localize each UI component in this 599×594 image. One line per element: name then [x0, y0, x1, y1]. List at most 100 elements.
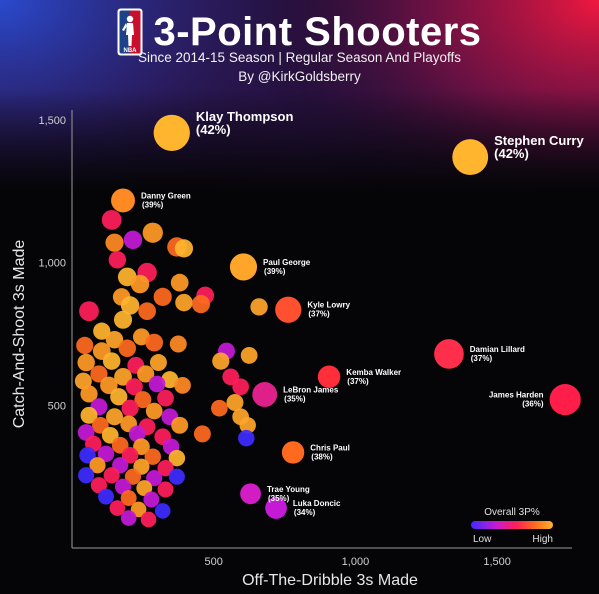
player-name-label: LeBron James — [283, 385, 339, 394]
player-bubble-labeled — [153, 114, 190, 151]
player-bubble — [239, 417, 256, 434]
player-bubble-labeled — [317, 365, 341, 389]
player-bubble — [90, 477, 108, 494]
player-bubble — [161, 371, 179, 389]
y-tick-label: 1,000 — [38, 258, 66, 270]
player-bubble — [157, 389, 174, 407]
player-bubble — [157, 481, 174, 498]
player-bubble-labeled — [240, 483, 261, 505]
subtitle: Since 2014-15 Season | Regular Season An… — [138, 50, 461, 65]
player-bubble-labeled — [275, 296, 302, 323]
player-bubble-labeled — [252, 382, 278, 407]
legend-color-bar — [471, 521, 553, 529]
player-name-label: Kyle Lowry — [307, 301, 350, 310]
player-bubble — [171, 416, 189, 434]
player-bubble — [138, 302, 156, 321]
player-bubble-labeled — [549, 384, 581, 416]
player-bubble — [137, 365, 155, 383]
player-bubble — [89, 457, 106, 474]
legend-low-label: Low — [473, 534, 492, 545]
nba-logo-right — [130, 10, 141, 54]
player-bubble — [175, 293, 193, 312]
player-bubble-labeled — [229, 253, 258, 281]
player-pct-label: (39%) — [142, 200, 164, 209]
x-tick-label: 1,500 — [483, 556, 511, 568]
player-bubble-labeled — [434, 339, 464, 369]
player-pct-label: (42%) — [494, 146, 529, 161]
player-bubble — [120, 296, 140, 315]
player-bubble — [120, 490, 137, 507]
player-bubble — [121, 399, 139, 417]
player-bubble — [100, 376, 118, 395]
player-labels: Klay Thompson(42%)Stephen Curry(42%)Dann… — [141, 109, 584, 517]
player-name-label: Chris Paul — [310, 443, 350, 452]
player-bubble — [134, 391, 152, 409]
player-bubble — [113, 310, 133, 329]
player-bubble — [77, 353, 95, 372]
page-title: 3-Point Shooters — [153, 9, 482, 54]
player-bubble — [143, 491, 160, 508]
player-bubble — [145, 402, 163, 420]
player-bubble — [170, 273, 189, 292]
player-bubble — [211, 399, 228, 417]
player-pct-label: (38%) — [311, 452, 333, 461]
player-bubble — [76, 336, 94, 355]
player-name-label: Damian Lillard — [470, 345, 525, 354]
player-bubble — [142, 222, 163, 243]
player-bubble — [212, 352, 230, 370]
player-bubble — [114, 367, 132, 386]
player-bubble — [168, 468, 185, 485]
player-bubble — [153, 287, 172, 307]
legend: Overall 3P% Low High — [471, 507, 553, 545]
player-bubble — [149, 354, 167, 372]
x-tick-label: 500 — [205, 556, 223, 568]
player-bubble — [146, 470, 163, 487]
player-bubble — [193, 425, 211, 443]
player-bubble — [103, 467, 120, 484]
player-pct-label: (42%) — [196, 122, 231, 137]
player-bubble-labeled — [111, 188, 135, 213]
player-bubble — [101, 209, 122, 230]
player-bubble — [106, 408, 123, 426]
player-bubble — [144, 448, 161, 465]
player-bubble — [240, 346, 258, 364]
player-bubble — [124, 468, 142, 485]
player-bubble — [105, 233, 124, 252]
player-pct-label: (39%) — [264, 267, 286, 276]
player-bubble — [191, 294, 211, 314]
player-pct-label: (35%) — [268, 494, 290, 503]
player-name-label: Danny Green — [141, 191, 191, 200]
player-bubble-labeled — [281, 441, 305, 464]
player-bubble — [250, 298, 268, 316]
player-bubble — [80, 406, 98, 424]
player-name-label: Luka Doncic — [293, 499, 341, 508]
player-bubble — [79, 447, 96, 464]
player-name-label: James Harden — [489, 391, 544, 400]
player-pct-label: (36%) — [522, 400, 544, 409]
player-bubble — [130, 274, 150, 294]
legend-high-label: High — [532, 534, 553, 545]
player-bubble — [118, 339, 136, 357]
nba-logo-text: NBA — [124, 48, 138, 54]
player-name-label: Stephen Curry — [494, 133, 584, 148]
player-name-label: Paul George — [263, 258, 311, 267]
player-bubble — [168, 449, 186, 467]
player-bubble — [128, 425, 146, 443]
player-bubble — [125, 378, 143, 396]
player-bubble-labeled — [265, 497, 287, 519]
player-bubble — [157, 460, 174, 477]
player-bubble — [226, 394, 244, 411]
legend-title: Overall 3P% — [484, 507, 540, 518]
player-bubble — [238, 429, 255, 447]
player-name-label: Kemba Walker — [346, 368, 401, 377]
player-bubble — [102, 352, 121, 370]
axes: 500 1,000 1,500 500 1,000 1,500 Off-The-Dribbl… — [11, 110, 572, 589]
player-bubble — [148, 375, 166, 393]
player-bubble — [123, 230, 143, 250]
player-bubble — [154, 503, 171, 519]
player-pct-label: (37%) — [471, 354, 493, 363]
player-bubble — [120, 510, 137, 526]
player-bubble — [108, 251, 127, 269]
player-name-label: Klay Thompson — [196, 109, 294, 124]
